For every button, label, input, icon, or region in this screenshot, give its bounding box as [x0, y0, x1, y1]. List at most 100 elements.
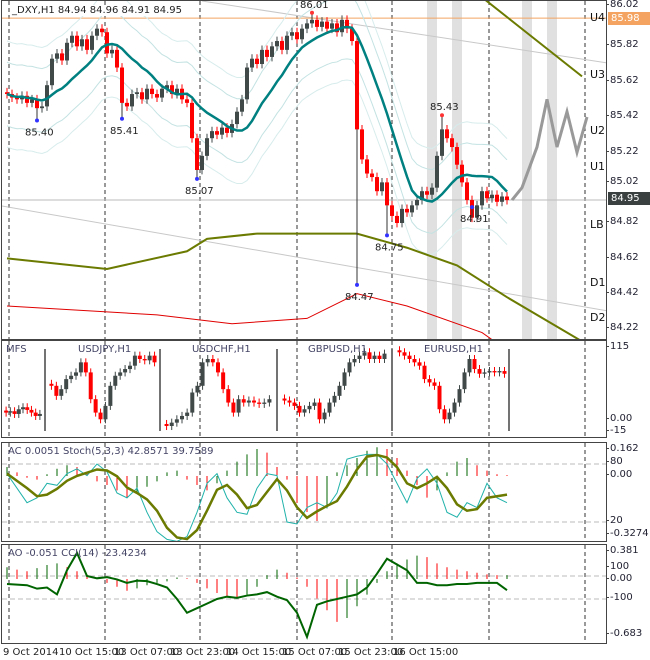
time-tick: 9 Oct 2014	[3, 647, 59, 658]
price-chart: 85.40 85.41 85.07 86.01 85.43 84.75 84.47 84.91	[2, 1, 606, 339]
mini-candle-body	[492, 371, 497, 373]
candle-body	[265, 49, 269, 57]
candle-body	[260, 49, 264, 65]
mini-candle-body	[472, 359, 477, 370]
candle-body	[185, 99, 189, 103]
candle-body	[70, 35, 74, 43]
mini-candle-body	[113, 375, 118, 386]
mini-candle-body	[482, 372, 487, 374]
ao-cci-panel[interactable]: AO -0.051 CCI(14) -23.4234	[1, 544, 607, 644]
upper-band-line	[485, 1, 583, 78]
ohlc-label: 84.94 84.96 84.91 84.95	[57, 5, 182, 16]
candle-body	[60, 53, 64, 61]
candle-body	[340, 19, 344, 33]
price-annotation: 84.75	[375, 242, 404, 253]
mini-candle-body	[16, 409, 21, 414]
candle-body	[115, 49, 119, 68]
candle-body	[335, 23, 339, 33]
price-tick: 85.22	[606, 146, 639, 157]
mini-candle-body	[200, 362, 205, 386]
candle-body	[390, 205, 394, 216]
candle-body	[210, 131, 214, 139]
ac-tick: 0.00	[605, 469, 633, 480]
candle-body	[80, 39, 84, 47]
candle-body	[65, 42, 69, 61]
price-chart-panel[interactable]: 85.40 85.41 85.07 86.01 85.43 84.75 84.47 84.91…	[1, 0, 607, 340]
trend-line	[2, 205, 606, 312]
price-axis[interactable]: 86.02 85.82 85.62 85.42 85.22 85.02 84.8…	[606, 0, 650, 340]
candle-body	[195, 138, 199, 171]
mini-candle-body	[226, 389, 231, 403]
candle-body	[155, 94, 159, 98]
mini-candle-body	[442, 409, 447, 420]
low-marker	[470, 205, 474, 210]
mini-candle-body	[362, 352, 367, 356]
moving-average-line	[6, 25, 508, 203]
price-tick: 84.62	[606, 252, 639, 263]
high-marker	[440, 113, 444, 118]
mini-candle-body	[252, 400, 256, 403]
mini-candle-body	[382, 353, 387, 359]
band-label-lb: LB	[590, 218, 604, 231]
price-annotation: 85.40	[25, 128, 54, 139]
mini-candle-body	[59, 389, 64, 396]
symbol-label: _DXY,H1	[12, 5, 55, 16]
mini-candle-body	[174, 419, 179, 423]
candle-body	[240, 99, 244, 112]
candle-body	[315, 19, 319, 27]
mini-candle-body	[231, 402, 236, 413]
mini-candle-body	[216, 362, 220, 373]
mini-candle-body	[427, 379, 432, 383]
price-annotation: 84.47	[345, 292, 374, 303]
candle-body	[440, 129, 444, 156]
candle-body	[405, 208, 409, 213]
mini-candle-body	[83, 362, 88, 373]
ac-tick: -0.3274	[606, 528, 649, 539]
low-marker	[195, 176, 199, 181]
low-marker	[385, 233, 389, 238]
candle-body	[205, 138, 209, 156]
ac-stoch-chart	[2, 443, 606, 541]
price-annotation: 85.07	[185, 186, 214, 197]
lower-band-line	[6, 232, 580, 339]
mini-candle-body	[377, 355, 382, 359]
candle-body	[225, 127, 229, 133]
mini-candle-body	[185, 412, 190, 416]
candle-body	[330, 23, 334, 29]
mini-candle-body	[169, 422, 174, 426]
candle-body	[365, 159, 369, 174]
price-tick: 86.02	[606, 0, 639, 10]
candle-body	[305, 23, 309, 29]
mini-candle-body	[292, 402, 297, 406]
band-label-u2: U2	[590, 124, 606, 137]
mini-candle-body	[357, 355, 362, 359]
mini-candle-body	[447, 412, 452, 420]
mini-candle-body	[322, 412, 327, 420]
mini-candle-body	[422, 365, 427, 380]
price-tick: 85.82	[606, 39, 639, 50]
candle-body	[175, 88, 179, 95]
mfs-panel[interactable]: MFS USDJPY,H1 USDCHF,H1 GBPUSD,H1 EURUSD…	[1, 340, 607, 438]
mini-candle-body	[74, 372, 78, 376]
mini-candle-body	[33, 412, 38, 416]
mini-candle-body	[417, 362, 422, 366]
high-marker	[310, 10, 314, 15]
candle-body	[50, 58, 54, 86]
low-marker	[355, 282, 359, 287]
candle-body	[420, 191, 424, 201]
time-axis[interactable]: 9 Oct 2014 10 Oct 15:00 13 Oct 07:00 13 …	[1, 643, 607, 660]
candle-body	[280, 41, 284, 50]
envelope-band	[6, 58, 508, 234]
mini-candle-body	[108, 385, 113, 406]
mini-candle-body	[21, 407, 25, 410]
candle-body	[100, 28, 104, 33]
ac-stoch-panel[interactable]: AC 0.0051 Stoch(5,3,3) 42.8571 39.7589	[1, 442, 607, 542]
candle-body	[430, 187, 434, 195]
candle-body	[165, 85, 169, 89]
mfs-chart	[4, 341, 586, 437]
candle-body	[135, 92, 139, 95]
shaded-band	[452, 1, 462, 339]
price-tick: 85.02	[606, 176, 639, 187]
ao-tick: -0.683	[605, 628, 643, 639]
mini-candle-body	[69, 375, 74, 380]
